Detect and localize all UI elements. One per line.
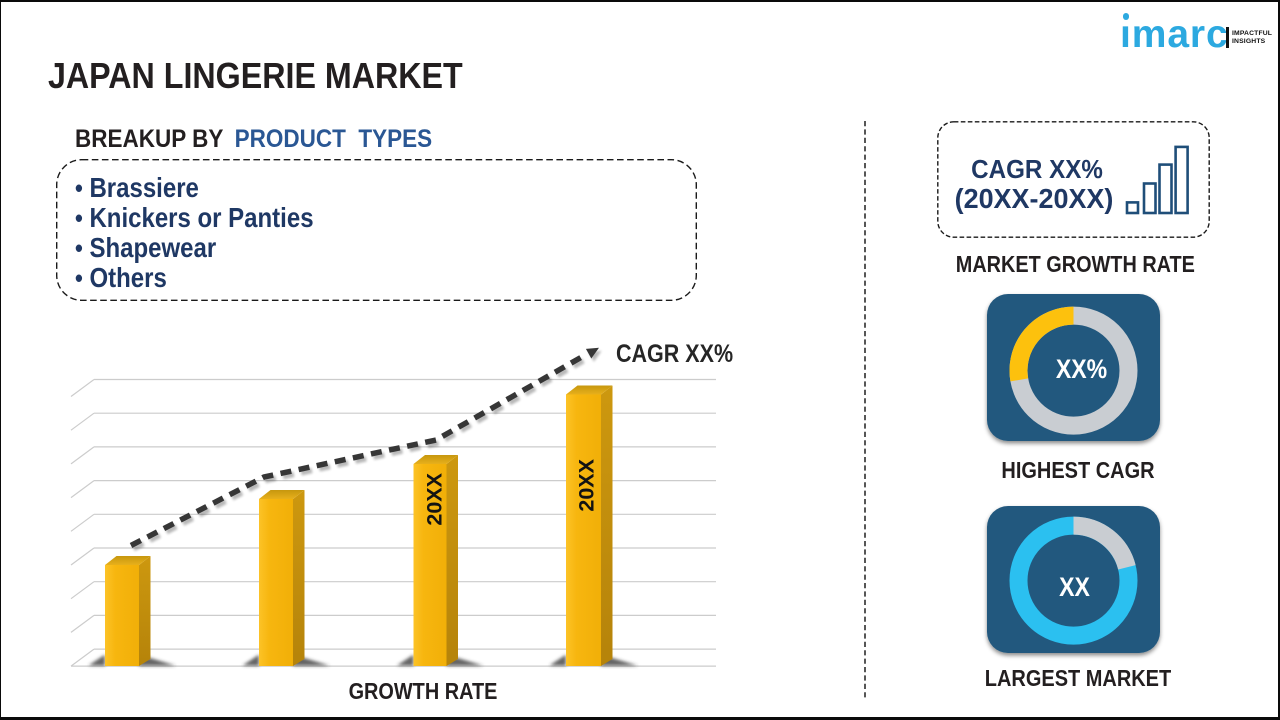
svg-text:20XX: 20XX [575,458,599,511]
svg-text:20XX: 20XX [423,472,447,525]
